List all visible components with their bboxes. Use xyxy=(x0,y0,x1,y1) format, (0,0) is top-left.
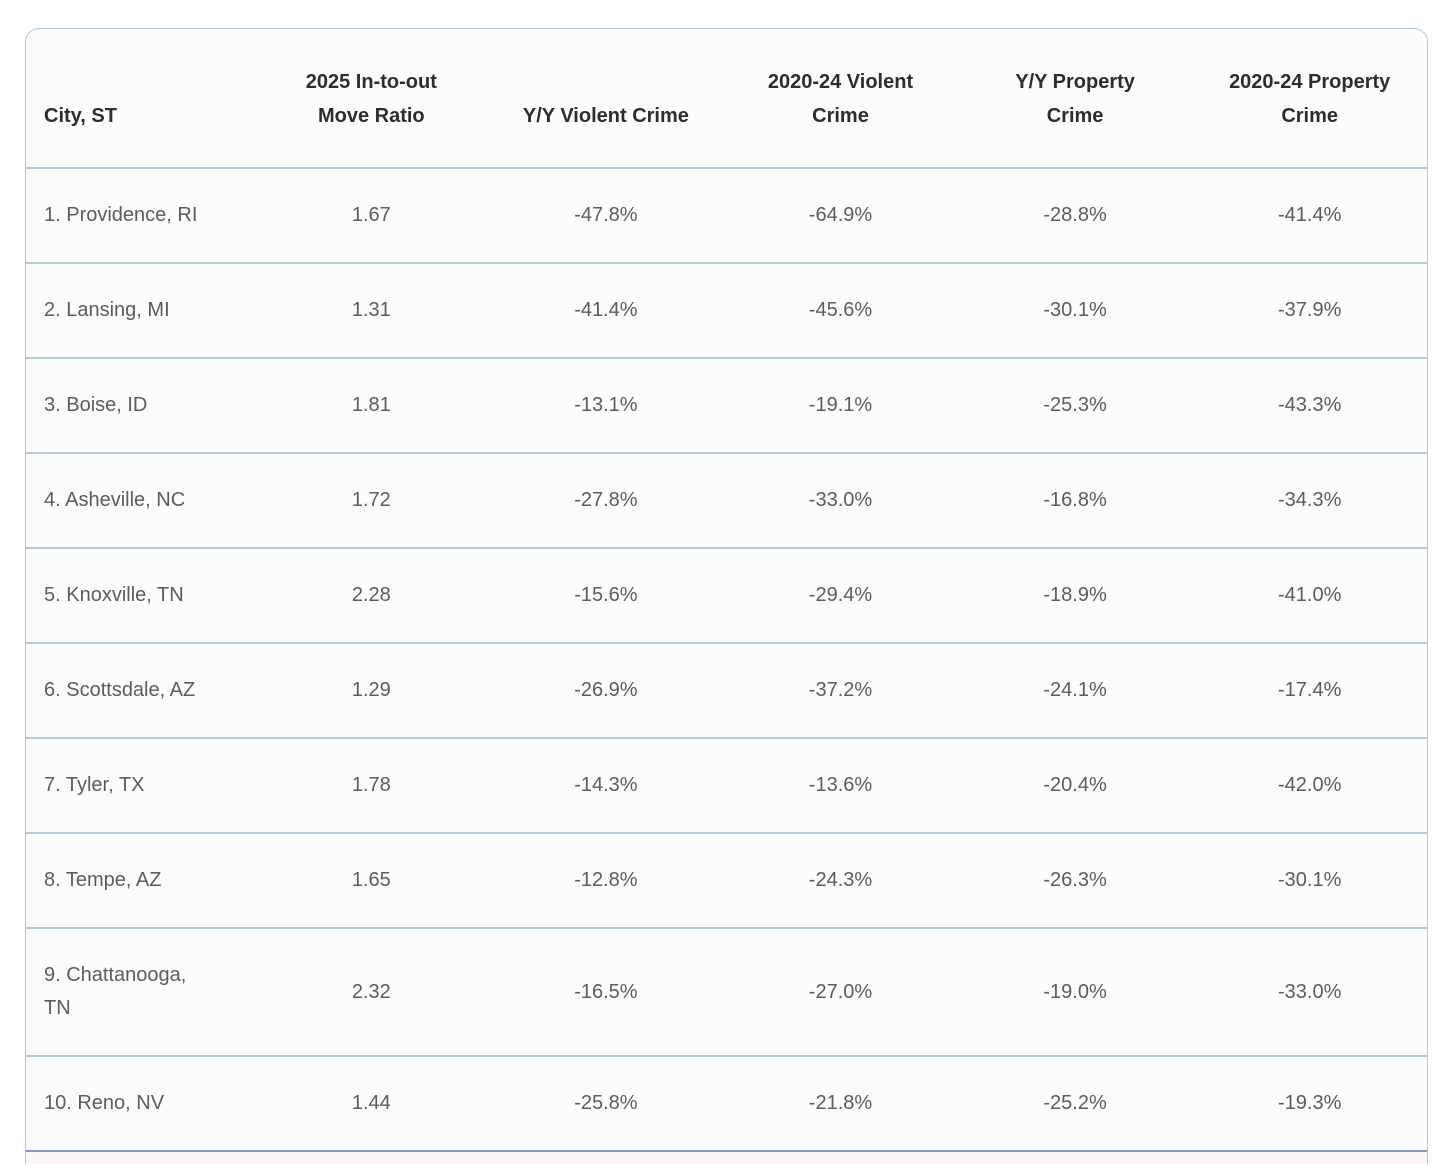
cell-property-crime-2020-24: -19.3% xyxy=(1277,1092,1342,1114)
cell-city-st: 10. Reno, NV xyxy=(44,1092,165,1114)
cell-property-crime-2020-24: -42.0% xyxy=(1277,774,1342,796)
city-crime-table-card: City, ST 2025 In-to-out Move Ratio Y/Y Vio… xyxy=(25,28,1428,1164)
cell-yy-property-crime: -25.2% xyxy=(1043,1092,1107,1114)
cell-violent-crime-2020-24: -29.4% xyxy=(808,584,873,606)
cell-property-crime-2020-24: -43.3% xyxy=(1277,394,1342,416)
header-cell-violent-crime-2020-24: 2020-24 Violent Crime xyxy=(767,71,914,127)
cell-move-ratio-2025: 1.72 xyxy=(351,489,391,511)
cell-yy-violent-crime: -12.8% xyxy=(574,869,638,891)
header-cell-city-st: City, ST xyxy=(44,105,117,127)
cell-yy-property-crime: -30.1% xyxy=(1043,299,1107,321)
cell-violent-crime-2020-24: -24.3% xyxy=(808,869,873,891)
cell-yy-violent-crime: -47.8% xyxy=(574,204,638,226)
cell-move-ratio-2025: 1.44 xyxy=(351,1092,391,1114)
cell-city-st: 5. Knoxville, TN xyxy=(44,584,184,606)
cell-yy-violent-crime: -13.1% xyxy=(574,394,638,416)
cell-move-ratio-2025: 1.31 xyxy=(351,299,391,321)
table-row-partial xyxy=(26,1152,1427,1164)
table-row: 3. Boise, ID 1.81 -13.1% -19.1% -25.3% -43.3% xyxy=(26,359,1427,454)
cell-move-ratio-2025: 1.29 xyxy=(351,679,391,701)
cell-city-st: 6. Scottsdale, AZ xyxy=(44,679,196,701)
cell-move-ratio-2025: 1.81 xyxy=(351,394,391,416)
cell-violent-crime-2020-24: -19.1% xyxy=(808,394,873,416)
cell-yy-property-crime: -16.8% xyxy=(1043,489,1107,511)
table-row: 4. Asheville, NC 1.72 -27.8% -33.0% -16.8% -3… xyxy=(26,454,1427,549)
cell-yy-property-crime: -19.0% xyxy=(1043,980,1107,1003)
cell-yy-property-crime: -28.8% xyxy=(1043,204,1107,226)
cell-property-crime-2020-24: -33.0% xyxy=(1277,980,1342,1003)
cell-move-ratio-2025: 2.28 xyxy=(351,584,391,606)
table-row: 6. Scottsdale, AZ 1.29 -26.9% -37.2% -24.1% -… xyxy=(26,644,1427,739)
cell-violent-crime-2020-24: -13.6% xyxy=(808,774,873,796)
cell-yy-violent-crime: -26.9% xyxy=(574,679,638,701)
table-row: 8. Tempe, AZ 1.65 -12.8% -24.3% -26.3% -30.1% xyxy=(26,834,1427,929)
cell-city-st: 2. Lansing, MI xyxy=(44,299,170,321)
cell-yy-property-crime: -24.1% xyxy=(1043,679,1107,701)
table-header-row: City, ST 2025 In-to-out Move Ratio Y/Y Vio… xyxy=(26,29,1427,169)
table-row: 10. Reno, NV 1.44 -25.8% -21.8% -25.2% -19.3% xyxy=(26,1057,1427,1152)
cell-property-crime-2020-24: -34.3% xyxy=(1277,489,1342,511)
cell-city-st: 9. Chattanooga, TN xyxy=(44,964,187,1019)
cell-property-crime-2020-24: -41.4% xyxy=(1277,204,1342,226)
cell-yy-violent-crime: -25.8% xyxy=(574,1092,638,1114)
cell-move-ratio-2025: 1.67 xyxy=(351,204,391,226)
cell-move-ratio-2025: 2.32 xyxy=(351,980,391,1003)
cell-property-crime-2020-24: -41.0% xyxy=(1277,584,1342,606)
header-cell-move-ratio-2025: 2025 In-to-out Move Ratio xyxy=(305,71,437,127)
cell-yy-violent-crime: -41.4% xyxy=(574,299,638,321)
cell-city-st: 1. Providence, RI xyxy=(44,204,198,226)
cell-yy-property-crime: -18.9% xyxy=(1043,584,1107,606)
cell-yy-violent-crime: -15.6% xyxy=(574,584,638,606)
cell-city-st: 7. Tyler, TX xyxy=(44,774,145,796)
cell-property-crime-2020-24: -17.4% xyxy=(1277,679,1342,701)
header-cell-property-crime-2020-24: 2020-24 Property Crime xyxy=(1229,71,1391,127)
header-cell-yy-violent-crime: Y/Y Violent Crime xyxy=(522,105,689,127)
table-row: 5. Knoxville, TN 2.28 -15.6% -29.4% -18.9% -4… xyxy=(26,549,1427,644)
cell-violent-crime-2020-24: -64.9% xyxy=(808,204,873,226)
table-row: 7. Tyler, TX 1.78 -14.3% -13.6% -20.4% -42.0% xyxy=(26,739,1427,834)
cell-yy-property-crime: -26.3% xyxy=(1043,869,1107,891)
cell-yy-violent-crime: -27.8% xyxy=(574,489,638,511)
cell-move-ratio-2025: 1.78 xyxy=(351,774,391,796)
cell-city-st: 3. Boise, ID xyxy=(44,394,148,416)
cell-violent-crime-2020-24: -21.8% xyxy=(808,1092,873,1114)
cell-move-ratio-2025: 1.65 xyxy=(351,869,391,891)
cell-yy-violent-crime: -14.3% xyxy=(574,774,638,796)
cell-violent-crime-2020-24: -33.0% xyxy=(808,489,873,511)
table-row: 2. Lansing, MI 1.31 -41.4% -45.6% -30.1% -37.… xyxy=(26,264,1427,359)
cell-property-crime-2020-24: -30.1% xyxy=(1277,869,1342,891)
cell-city-st: 4. Asheville, NC xyxy=(44,489,186,511)
table-body: 1. Providence, RI 1.67 -47.8% -64.9% -28.8% -… xyxy=(26,169,1427,1152)
cell-yy-violent-crime: -16.5% xyxy=(574,980,638,1003)
cell-violent-crime-2020-24: -27.0% xyxy=(808,980,873,1003)
cell-city-st: 8. Tempe, AZ xyxy=(44,869,162,891)
cell-yy-property-crime: -20.4% xyxy=(1043,774,1107,796)
cell-violent-crime-2020-24: -45.6% xyxy=(808,299,873,321)
cell-violent-crime-2020-24: -37.2% xyxy=(808,679,873,701)
table-row: 9. Chattanooga, TN 2.32 -16.5% -27.0% -19.0%… xyxy=(26,929,1427,1057)
cell-property-crime-2020-24: -37.9% xyxy=(1277,299,1342,321)
cell-yy-property-crime: -25.3% xyxy=(1043,394,1107,416)
header-cell-yy-property-crime: Y/Y Property Crime xyxy=(1015,71,1135,127)
table-row: 1. Providence, RI 1.67 -47.8% -64.9% -28.8% -… xyxy=(26,169,1427,264)
